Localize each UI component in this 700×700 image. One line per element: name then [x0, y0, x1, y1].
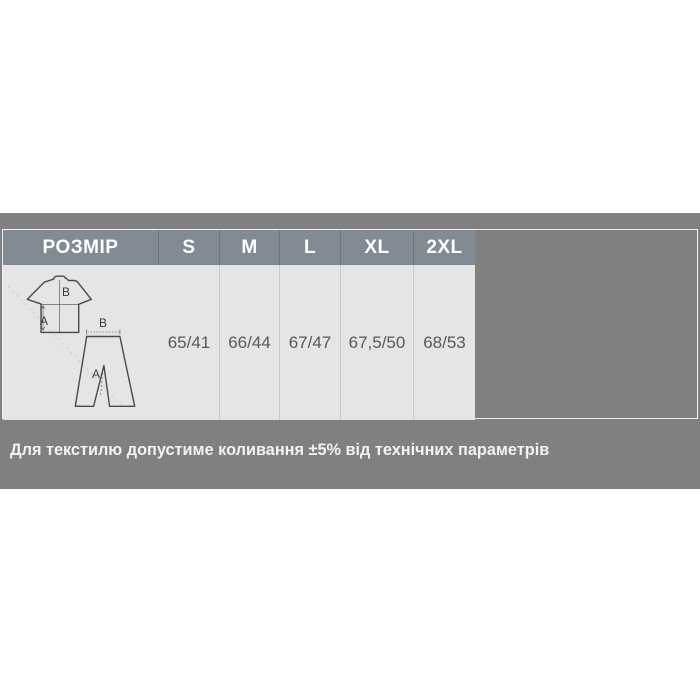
svg-text:A: A	[92, 367, 100, 381]
svg-text:B: B	[99, 316, 107, 330]
svg-text:A: A	[40, 314, 48, 328]
svg-text:B: B	[62, 285, 70, 299]
